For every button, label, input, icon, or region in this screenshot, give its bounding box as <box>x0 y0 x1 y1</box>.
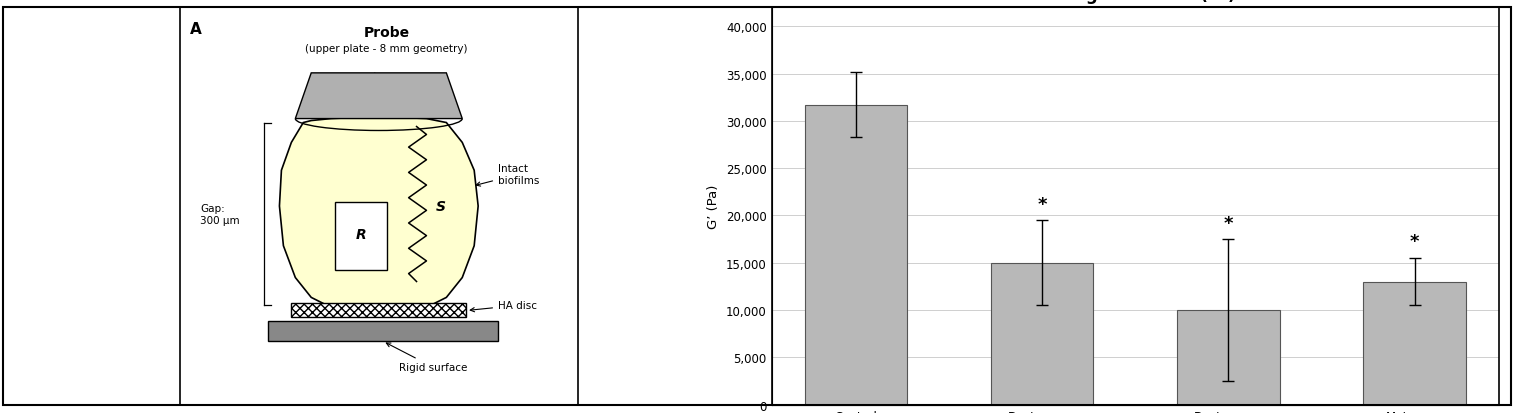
Text: A: A <box>191 22 201 37</box>
Bar <box>990 263 1093 405</box>
Polygon shape <box>295 74 462 119</box>
Text: Probe: Probe <box>363 26 410 40</box>
Bar <box>1364 282 1466 405</box>
Bar <box>1176 310 1279 405</box>
Bar <box>335 202 386 270</box>
Text: (upper plate - 8 mm geometry): (upper plate - 8 mm geometry) <box>306 44 468 54</box>
Y-axis label: G’ (Pa): G’ (Pa) <box>707 184 721 229</box>
Text: Rigid surface: Rigid surface <box>386 343 466 372</box>
Text: R: R <box>356 227 366 241</box>
Text: *: * <box>1410 233 1419 251</box>
Bar <box>268 321 498 341</box>
Text: S: S <box>436 199 445 214</box>
Text: $m_L$: $m_L$ <box>344 85 362 98</box>
Bar <box>291 304 466 318</box>
Bar <box>772 8 1499 405</box>
Text: *: * <box>1037 195 1046 213</box>
Text: HA disc: HA disc <box>471 301 537 312</box>
Polygon shape <box>280 117 478 311</box>
Text: *: * <box>1223 214 1232 232</box>
Bar <box>180 8 577 405</box>
Title: Storage modulus (G’): Storage modulus (G’) <box>1036 0 1235 4</box>
Bar <box>804 105 907 405</box>
Text: Intact
biofilms: Intact biofilms <box>475 164 539 187</box>
Text: Gap:
300 µm: Gap: 300 µm <box>200 204 239 225</box>
